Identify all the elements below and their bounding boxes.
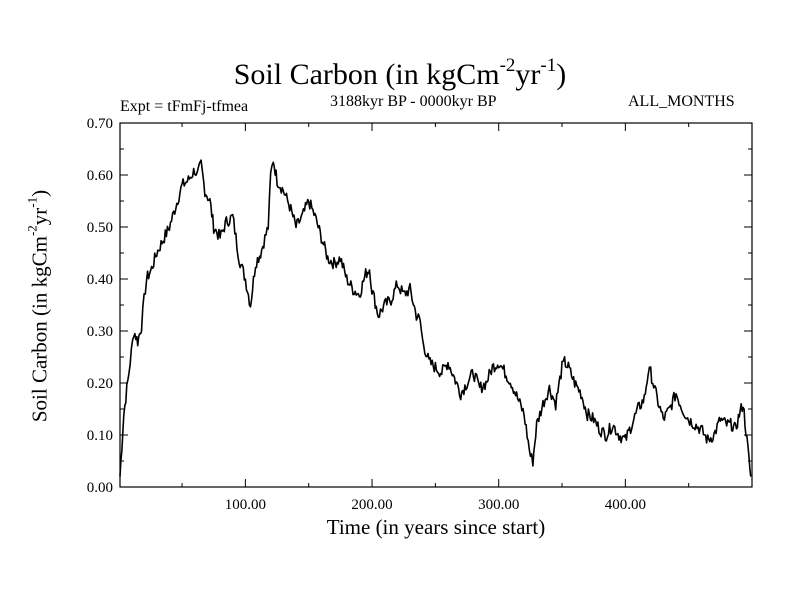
x-axis-label: Time (in years since start) bbox=[326, 515, 546, 539]
x-axis: 100.00 200.00 300.00 400.00 bbox=[181, 123, 690, 513]
x-tick-label: 400.00 bbox=[605, 497, 646, 513]
y-tick-label: 0.20 bbox=[87, 376, 113, 392]
chart-title: Soil Carbon (in kgCm-2yr-1) bbox=[233, 55, 567, 91]
soil-carbon-series-line bbox=[119, 159, 752, 477]
plot-frame bbox=[119, 122, 753, 488]
months-label: ALL_MONTHS bbox=[628, 93, 735, 110]
y-tick-label: 0.00 bbox=[87, 480, 113, 496]
series-layer bbox=[119, 159, 752, 477]
experiment-label: Expt = tFmFj-tfmea bbox=[120, 98, 249, 115]
period-label: 3188kyr BP - 0000kyr BP bbox=[330, 93, 497, 110]
y-tick-label: 0.10 bbox=[87, 428, 113, 444]
x-tick-label: 300.00 bbox=[478, 497, 519, 513]
y-tick-label: 0.30 bbox=[87, 324, 113, 340]
y-axis-label: Soil Carbon (in kgCm-2yr-1) bbox=[24, 189, 52, 423]
x-tick-label: 100.00 bbox=[225, 497, 266, 513]
y-tick-label: 0.50 bbox=[87, 220, 113, 236]
x-tick-label: 200.00 bbox=[351, 497, 392, 513]
y-axis: 0.00 0.10 0.20 0.30 0.40 0.50 0.60 0.70 bbox=[87, 116, 752, 496]
y-tick-label: 0.70 bbox=[87, 116, 113, 132]
y-tick-label: 0.40 bbox=[87, 272, 113, 288]
y-tick-label: 0.60 bbox=[87, 168, 113, 184]
